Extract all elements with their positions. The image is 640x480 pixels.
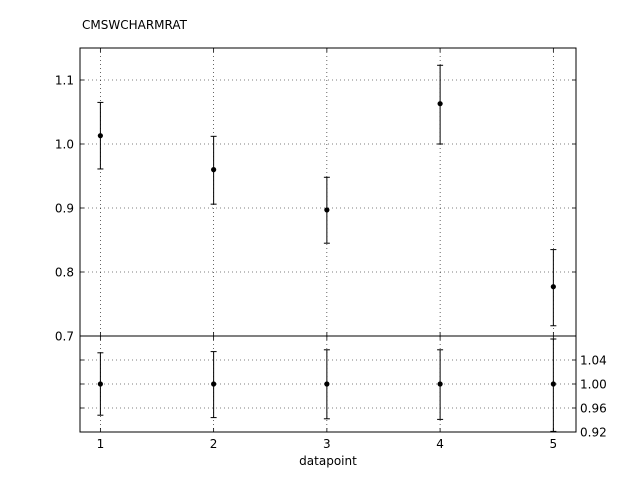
ratio-data-point [97, 381, 103, 387]
ratio-data-point [211, 381, 217, 387]
ratio-data-point [324, 381, 330, 387]
ratio-ytick-label: 1.04 [580, 354, 607, 368]
main-data-point [324, 207, 330, 213]
x-tick-label: 5 [550, 437, 558, 451]
x-tick-label: 4 [436, 437, 444, 451]
main-ytick-label: 0.8 [55, 266, 74, 280]
main-ytick-label: 0.9 [55, 202, 74, 216]
main-ytick-label: 1.1 [55, 74, 74, 88]
chart-title: CMSWCHARMRAT [82, 18, 188, 32]
main-data-point [211, 167, 217, 173]
ratio-data-point [437, 381, 443, 387]
x-tick-label: 1 [97, 437, 105, 451]
main-ytick-label: 0.7 [55, 330, 74, 344]
main-plot-panel: 0.7 0.8 0.9 1.0 1.1 [55, 47, 577, 344]
ratio-ytick-label: 0.92 [580, 426, 607, 440]
main-data-point [97, 133, 103, 139]
ratio-ytick-label: 0.96 [580, 402, 607, 416]
ratio-plot-panel: 0.92 0.96 1.00 1.04 1 2 3 4 5 [79, 335, 607, 451]
main-data-point [437, 101, 443, 107]
ratio-ytick-label: 1.00 [580, 378, 607, 392]
x-tick-label: 2 [210, 437, 218, 451]
main-ytick-label: 1.0 [55, 138, 74, 152]
main-data-point [550, 284, 556, 290]
x-tick-label: 3 [323, 437, 331, 451]
x-axis-label: datapoint [299, 454, 357, 468]
ratio-data-point [550, 381, 556, 387]
ratio-axes-frame [79, 335, 577, 433]
